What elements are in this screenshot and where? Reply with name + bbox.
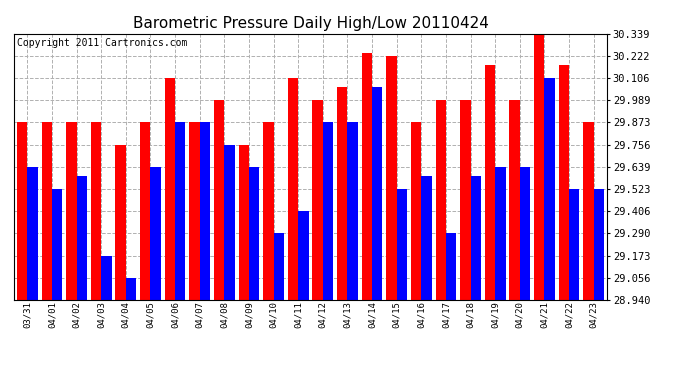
Bar <box>189 122 199 300</box>
Bar <box>435 100 446 300</box>
Bar <box>544 78 555 300</box>
Bar <box>199 122 210 300</box>
Bar <box>485 65 495 300</box>
Bar <box>17 122 28 300</box>
Bar <box>422 176 432 300</box>
Bar <box>372 87 382 300</box>
Bar <box>165 78 175 300</box>
Bar <box>569 189 580 300</box>
Bar <box>239 145 249 300</box>
Text: Copyright 2011 Cartronics.com: Copyright 2011 Cartronics.com <box>17 38 187 48</box>
Bar <box>175 122 186 300</box>
Bar <box>348 122 358 300</box>
Bar <box>337 87 348 300</box>
Bar <box>28 167 38 300</box>
Bar <box>140 122 150 300</box>
Bar <box>263 122 273 300</box>
Bar <box>534 34 544 300</box>
Bar <box>411 122 422 300</box>
Title: Barometric Pressure Daily High/Low 20110424: Barometric Pressure Daily High/Low 20110… <box>132 16 489 31</box>
Bar <box>41 122 52 300</box>
Bar <box>583 122 593 300</box>
Bar <box>214 100 224 300</box>
Bar <box>273 233 284 300</box>
Bar <box>495 167 506 300</box>
Bar <box>91 122 101 300</box>
Bar <box>397 189 407 300</box>
Bar <box>150 167 161 300</box>
Bar <box>77 176 87 300</box>
Bar <box>126 278 136 300</box>
Bar <box>249 167 259 300</box>
Bar <box>593 189 604 300</box>
Bar <box>471 176 481 300</box>
Bar <box>460 100 471 300</box>
Bar <box>509 100 520 300</box>
Bar <box>52 189 62 300</box>
Bar <box>224 145 235 300</box>
Bar <box>66 122 77 300</box>
Bar <box>323 122 333 300</box>
Bar <box>559 65 569 300</box>
Bar <box>313 100 323 300</box>
Bar <box>520 167 530 300</box>
Bar <box>362 53 372 300</box>
Bar <box>101 256 112 300</box>
Bar <box>288 78 298 300</box>
Bar <box>115 145 126 300</box>
Bar <box>298 211 308 300</box>
Bar <box>386 56 397 300</box>
Bar <box>446 233 456 300</box>
